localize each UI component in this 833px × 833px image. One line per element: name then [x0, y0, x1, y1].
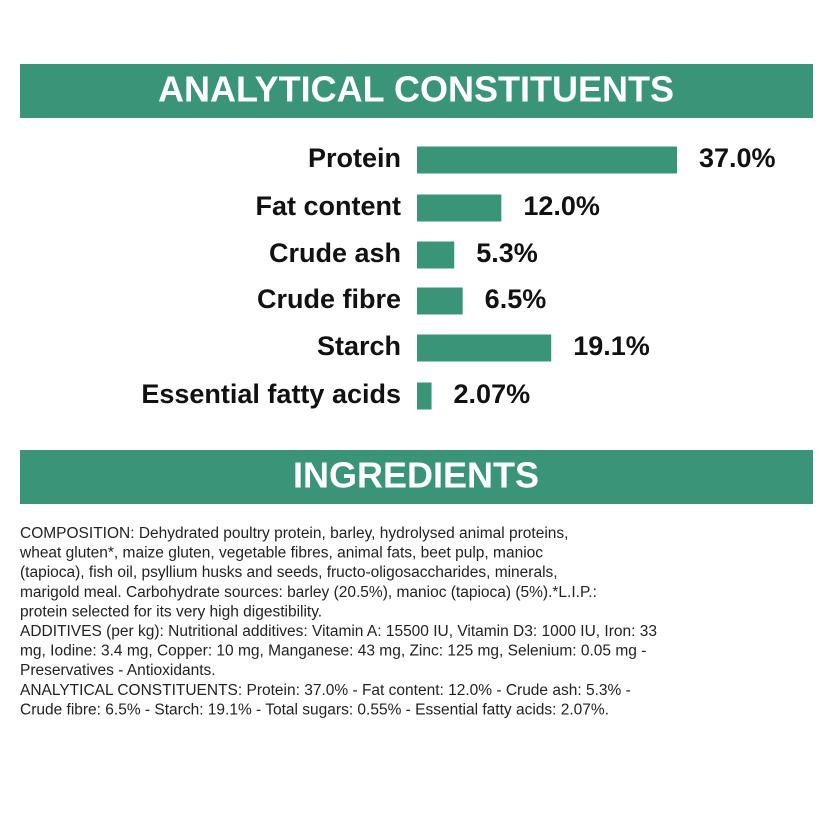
value-label: 6.5%	[485, 284, 547, 314]
value-label: 37.0%	[699, 143, 776, 173]
ingredient-line: mg, Iodine: 3.4 mg, Copper: 10 mg, Manga…	[20, 643, 646, 660]
ingredient-line: wheat gluten*, maize gluten, vegetable f…	[19, 545, 543, 562]
chart-title: ANALYTICAL CONSTITUENTS	[158, 69, 674, 110]
section-title: INGREDIENTS	[293, 455, 539, 496]
category-label: Crude ash	[269, 238, 401, 268]
ingredient-line: COMPOSITION: Dehydrated poultry protein,…	[20, 525, 568, 542]
value-label: 19.1%	[573, 331, 650, 361]
ingredient-line: Preservatives - Antioxidants.	[20, 662, 216, 679]
header-band	[20, 64, 813, 118]
ingredient-line: Crude fibre: 6.5% - Starch: 19.1% - Tota…	[20, 701, 609, 718]
ingredient-line: marigold meal. Carbohydrate sources: bar…	[20, 584, 597, 601]
category-label: Starch	[317, 331, 401, 361]
value-label: 12.0%	[523, 191, 600, 221]
bar	[417, 287, 463, 315]
value-label: 5.3%	[476, 238, 538, 268]
header-band	[20, 450, 813, 504]
bar	[417, 241, 455, 269]
bar	[417, 194, 502, 222]
bar	[417, 382, 432, 410]
bar	[417, 334, 552, 362]
category-label: Crude fibre	[257, 284, 401, 314]
category-label: Essential fatty acids	[141, 379, 401, 409]
category-label: Protein	[308, 143, 401, 173]
ingredient-line: (tapioca), fish oil, psyllium husks and …	[20, 564, 558, 581]
category-label: Fat content	[256, 191, 402, 221]
ingredient-line: ANALYTICAL CONSTITUENTS: Protein: 37.0% …	[20, 682, 631, 699]
ingredient-line: ADDITIVES (per kg): Nutritional additive…	[20, 623, 657, 640]
bar	[417, 146, 677, 174]
ingredient-line: protein selected for its very high diges…	[20, 603, 322, 620]
value-label: 2.07%	[454, 379, 531, 409]
